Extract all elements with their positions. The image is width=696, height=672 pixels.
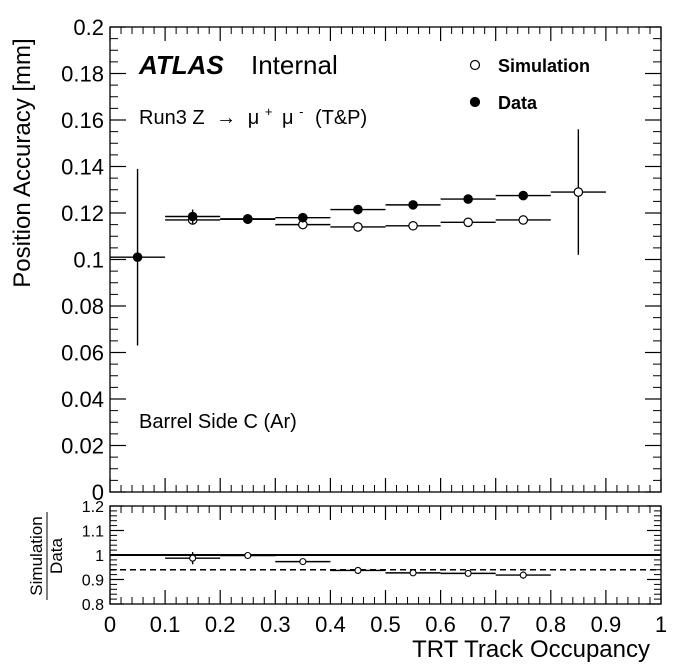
x-tick-label: 0.4 [315,612,346,637]
main-axes: 0 0.02 0.04 0.06 0.08 0.1 0.12 0.14 0.16 0.18 0.2 [61,15,662,505]
ratio-denominator: Data [47,538,66,574]
internal-label: Internal [251,50,338,80]
data-point [463,194,473,204]
ratio-point [189,554,197,562]
x-tick-label: 0.1 [150,612,181,637]
ratio-point [299,558,307,566]
simulation-point [518,215,529,225]
data-point [353,204,363,215]
legend-label-data: Data [498,93,538,113]
ratio-point [519,571,527,579]
ratio-numerator: Simulation [27,516,46,595]
y-tick-label: 0.08 [61,294,104,319]
legend-label-simulation: Simulation [498,56,590,76]
mu-minus: μ [282,107,294,129]
x-tick-label: 0.5 [370,612,401,637]
x-tick-label: 0.6 [425,612,456,637]
region-label: Barrel Side C (Ar) [139,411,297,433]
ratio-point [409,569,417,577]
data-point [187,211,198,222]
ratio-y-tick-label: 1.2 [82,499,104,516]
legend: Simulation Data [469,56,590,113]
simulation-point [353,222,363,232]
x-tick-label: 0.2 [205,612,236,637]
x-tick-label: 1 [655,612,667,637]
process-label: Run3 Z → μ + μ - (T&P) [139,99,367,129]
ratio-point [354,566,362,574]
y-tick-label: 0.18 [61,62,104,87]
plus-superscript: + [265,104,273,119]
y-tick-label: 0 [92,480,104,505]
x-tick-label: 0.3 [260,612,291,637]
simulation-point [463,217,473,228]
y-tick-label: 0.1 [73,248,104,273]
y-tick-label: 0.14 [61,155,104,180]
x-tick-label: 0.8 [536,612,567,637]
x-tick-label: 0 [104,612,116,637]
y-tick-label: 0.06 [61,341,104,366]
ratio-y-tick-label: 0.8 [82,597,104,614]
simulation-point [573,187,584,197]
legend-marker-simulation [469,59,481,71]
atlas-label: ATLAS [138,50,224,80]
process-suffix: (T&P) [315,107,367,129]
data-point [408,200,418,210]
y-tick-label: 0.02 [61,434,104,459]
x-axis-title: TRT Track Occupancy [412,636,650,663]
y-axis-title: Position Accuracy [mm] [9,38,36,287]
ratio-y-tick-label: 0.9 [82,573,104,590]
y-tick-label: 0.16 [61,108,104,133]
x-tick-label: 0.9 [591,612,622,637]
y-tick-label: 0.12 [61,201,104,226]
ratio-y-tick-label: 1 [95,548,104,565]
process-prefix: Run3 Z [139,107,205,129]
ratio-axes: 0.8 0.9 1 1.1 1.2 0 0.1 0.2 0.3 0.4 0.5 0.6 0.7 0.8 0.… [82,499,667,637]
ratio-y-axis-title: Simulation Data [27,512,66,600]
data-point [242,214,253,224]
main-data [110,129,606,346]
y-tick-label: 0.2 [73,15,104,40]
legend-marker-data [469,96,481,108]
data-point [518,190,529,201]
ratio-point [464,569,472,577]
minus-superscript: - [299,104,303,119]
arrow-symbol: → [216,107,236,129]
x-tick-label: 0.7 [480,612,511,637]
ratio-data [110,551,661,579]
y-tick-label: 0.04 [61,387,104,412]
ratio-y-tick-label: 1.1 [82,524,104,541]
ratio-point [244,551,252,560]
data-point [298,212,308,223]
simulation-point [408,220,418,231]
mu-plus: μ [248,107,260,129]
data-point [132,252,143,262]
